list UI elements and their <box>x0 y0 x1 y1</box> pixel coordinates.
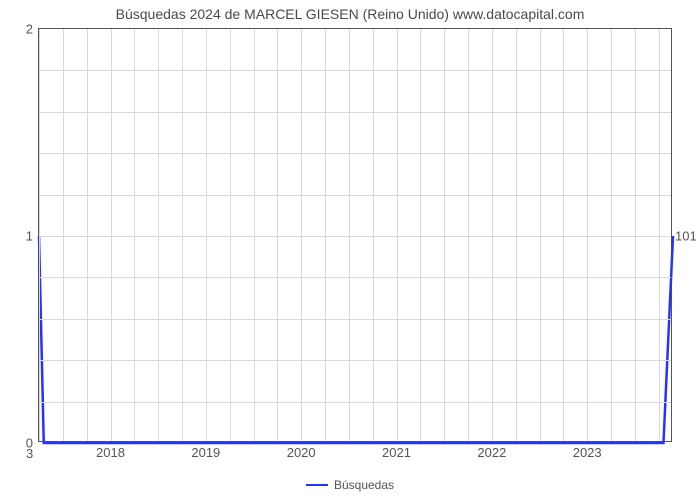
grid-line-vertical-minor <box>611 29 612 441</box>
grid-line-vertical <box>397 29 398 441</box>
grid-line-vertical <box>492 29 493 441</box>
grid-line-vertical-minor <box>444 29 445 441</box>
grid-line-vertical-minor <box>134 29 135 441</box>
legend-swatch <box>306 484 328 486</box>
grid-line-vertical-minor <box>635 29 636 441</box>
grid-line-vertical-minor <box>87 29 88 441</box>
grid-line-vertical-minor <box>540 29 541 441</box>
grid-line-vertical-minor <box>277 29 278 441</box>
grid-line-vertical <box>111 29 112 441</box>
x-tick-label: 2022 <box>477 441 506 460</box>
x-tick-label: 2019 <box>191 441 220 460</box>
x-tick-label: 2023 <box>573 441 602 460</box>
right-axis-label: 101 <box>671 229 697 244</box>
grid-line-vertical-minor <box>63 29 64 441</box>
grid-line-vertical-minor <box>254 29 255 441</box>
plot-area: 012201820192020202120222023101 <box>38 28 672 442</box>
grid-line-vertical-minor <box>230 29 231 441</box>
grid-line-vertical-minor <box>373 29 374 441</box>
grid-line-vertical-minor <box>325 29 326 441</box>
grid-line-vertical <box>206 29 207 441</box>
chart-title: Búsquedas 2024 de MARCEL GIESEN (Reino U… <box>0 0 700 22</box>
grid-line-vertical-minor <box>39 29 40 441</box>
y-tick-label: 2 <box>26 22 39 37</box>
grid-line-vertical <box>587 29 588 441</box>
legend: Búsquedas <box>306 478 394 492</box>
grid-line-vertical-minor <box>516 29 517 441</box>
grid-line-vertical-minor <box>563 29 564 441</box>
y-tick-label: 1 <box>26 229 39 244</box>
grid-line-vertical-minor <box>182 29 183 441</box>
grid-line-vertical-minor <box>420 29 421 441</box>
grid-line-vertical-minor <box>468 29 469 441</box>
x-tick-label: 2021 <box>382 441 411 460</box>
chart-container: Búsquedas 2024 de MARCEL GIESEN (Reino U… <box>0 0 700 500</box>
grid-line-vertical-minor <box>349 29 350 441</box>
grid-line-vertical <box>301 29 302 441</box>
x-tick-label: 2020 <box>287 441 316 460</box>
grid-line-vertical-minor <box>659 29 660 441</box>
x-tick-label: 2018 <box>96 441 125 460</box>
legend-label: Búsquedas <box>334 478 394 492</box>
grid-line-vertical-minor <box>158 29 159 441</box>
secondary-bottom-left-label: 3 <box>26 446 33 461</box>
